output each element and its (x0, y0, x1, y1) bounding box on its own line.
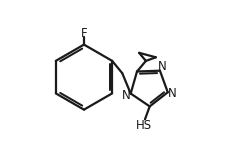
Text: F: F (81, 27, 87, 40)
Text: N: N (168, 87, 177, 100)
Text: N: N (122, 89, 130, 102)
Text: N: N (158, 60, 167, 73)
Text: HS: HS (136, 119, 152, 132)
